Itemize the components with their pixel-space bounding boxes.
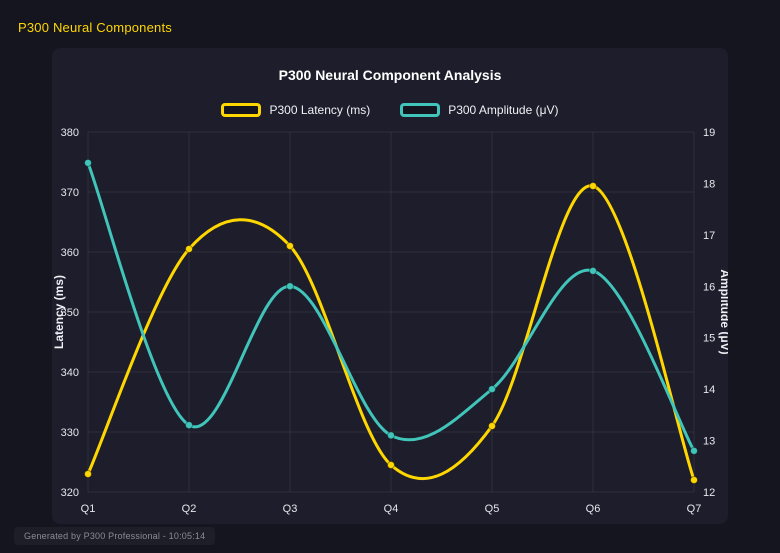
series-1-point[interactable]	[185, 421, 193, 430]
x-axis-tick-label: Q6	[586, 503, 601, 515]
series-1-point[interactable]	[488, 385, 496, 394]
footer-note: Generated by P300 Professional - 10:05:1…	[14, 527, 216, 545]
right-axis-tick-label: 12	[703, 487, 715, 499]
left-axis-tick-label: 380	[61, 127, 79, 139]
chart-panel: P300 Neural Component Analysis P300 Late…	[52, 48, 728, 524]
x-axis-tick-label: Q3	[283, 503, 298, 515]
series-0-point[interactable]	[690, 476, 698, 484]
left-axis-tick-label: 360	[61, 247, 79, 259]
right-axis-tick-label: 16	[703, 281, 715, 293]
left-axis-title: Latency (ms)	[52, 275, 66, 349]
page-title: P300 Neural Components	[18, 20, 172, 35]
series-1-point[interactable]	[589, 266, 597, 275]
series-1-point[interactable]	[690, 446, 698, 455]
series-0-point[interactable]	[84, 470, 92, 478]
series-0-point[interactable]	[387, 461, 395, 469]
series-0-point[interactable]	[488, 422, 496, 430]
legend-item-amplitude[interactable]: P300 Amplitude (μV)	[400, 103, 559, 117]
legend-label-latency: P300 Latency (ms)	[269, 103, 371, 117]
series-1-point[interactable]	[286, 282, 294, 291]
right-axis-title: Amplitude (μV)	[718, 269, 728, 354]
left-axis-tick-label: 370	[61, 187, 79, 199]
chart-title: P300 Neural Component Analysis	[278, 67, 502, 83]
legend-item-latency[interactable]: P300 Latency (ms)	[221, 103, 370, 117]
right-axis-tick-label: 13	[703, 436, 715, 448]
x-axis-tick-label: Q2	[182, 503, 197, 515]
right-axis-tick-label: 18	[703, 178, 715, 190]
line-chart: 320 330 340 350 360 370 380 12 13 14 15 16 17 18 19 Q1 Q…	[52, 127, 728, 515]
legend-label-amplitude: P300 Amplitude (μV)	[448, 103, 559, 117]
x-axis-tick-label: Q4	[384, 503, 399, 515]
series-0-point[interactable]	[286, 242, 294, 250]
latency-swatch-icon	[221, 103, 262, 117]
right-axis-tick-label: 14	[703, 384, 715, 396]
right-axis-tick-label: 17	[703, 230, 715, 242]
left-axis-tick-label: 350	[61, 307, 79, 319]
right-axis-tick-label: 19	[703, 127, 715, 139]
series-1-point[interactable]	[387, 431, 395, 440]
amplitude-swatch-icon	[400, 103, 441, 117]
right-axis-tick-label: 15	[703, 333, 715, 345]
series-0-point[interactable]	[589, 182, 597, 190]
chart-legend: P300 Latency (ms) P300 Amplitude (μV)	[221, 100, 559, 120]
x-axis-tick-label: Q1	[81, 503, 96, 515]
series-0-point[interactable]	[185, 245, 193, 253]
left-axis-tick-label: 320	[61, 487, 79, 499]
left-axis-tick-label: 330	[61, 427, 79, 439]
x-axis-tick-label: Q7	[687, 503, 702, 515]
series-1-point[interactable]	[84, 158, 92, 167]
left-axis-tick-label: 340	[61, 367, 79, 379]
x-axis-tick-label: Q5	[485, 503, 500, 515]
